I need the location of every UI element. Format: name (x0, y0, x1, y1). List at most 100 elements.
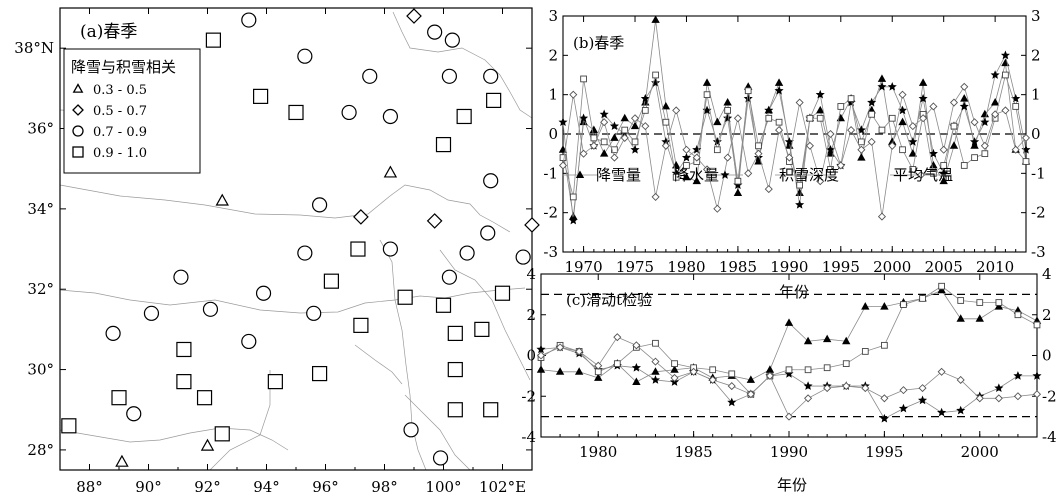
data-point-star (631, 362, 641, 372)
station-marker-square (486, 92, 502, 109)
data-point-diamond (575, 347, 584, 356)
data-point-star (743, 93, 753, 103)
data-point-star (1032, 371, 1042, 380)
data-point-triangle (774, 78, 784, 86)
data-point-diamond (975, 394, 984, 403)
legend-label: 积雪深度 (779, 166, 839, 184)
legend-label: 0.3 - 0.5 (93, 83, 147, 98)
data-point-diamond (816, 177, 825, 186)
panel-c-label: (c)滑动t检验 (566, 291, 652, 309)
data-point-diamond (970, 118, 979, 127)
data-point-triangle (746, 375, 756, 383)
station-marker-square (61, 418, 77, 434)
station-marker-square (323, 273, 339, 289)
series-line-triangle (562, 19, 1027, 217)
data-point-diamond (899, 386, 908, 395)
data-point-diamond (641, 122, 650, 131)
data-point-star (970, 137, 980, 146)
data-point-star (774, 85, 784, 95)
data-point-diamond (630, 114, 640, 123)
data-point-diamond (556, 343, 565, 352)
data-point-triangle (610, 133, 619, 141)
station-marker-square (447, 361, 463, 378)
station-marker-square (397, 289, 413, 305)
data-point-diamond (1013, 392, 1022, 401)
x-tick-label: 92° (194, 478, 221, 496)
x-tick-label: 102°E (479, 478, 526, 496)
station-marker-square (456, 108, 472, 125)
x-tick-label: 90° (135, 478, 162, 496)
data-point-square (652, 71, 659, 79)
data-point-triangle (803, 336, 813, 345)
data-point-diamond (703, 165, 712, 174)
data-point-triangle (975, 314, 984, 322)
x-tick-label: 1995 (822, 258, 860, 276)
data-point-star (980, 117, 990, 127)
data-point-diamond (733, 114, 742, 123)
data-point-triangle (994, 302, 1004, 310)
data-point-star (959, 101, 969, 111)
y-tick-label-left: 0 (548, 125, 558, 143)
station-marker-triangle (215, 193, 229, 206)
data-point-diamond (785, 153, 794, 162)
y-tick-label-right: 3 (1031, 7, 1041, 25)
data-point-diamond (713, 204, 722, 213)
station-marker-square (111, 390, 127, 406)
panel-a-axes: 88° 90° 92° 94° 96° 98° 100° 102°E 28° 30° 32° 34° 3… (14, 7, 533, 496)
data-point-square (652, 339, 659, 347)
data-point-triangle (651, 15, 660, 23)
x-tick-label: 1990 (770, 443, 808, 461)
data-point-diamond (727, 382, 736, 391)
legend-label: 0.9 - 1.0 (93, 146, 147, 161)
data-point-diamond (651, 192, 660, 201)
data-point-star (825, 144, 836, 154)
data-point-diamond (1001, 106, 1010, 115)
data-point-triangle (723, 98, 732, 106)
data-point-diamond (620, 133, 629, 142)
data-point-square (703, 91, 711, 99)
station-marker-square (350, 241, 366, 257)
data-point-triangle (877, 74, 887, 82)
legend-label: 平均气温 (893, 166, 953, 184)
panel-a-legend: 降雪与积雪相关 0.3 - 0.5 0.5 - 0.7 0.7 - 0.9 0.9 -… (63, 48, 201, 174)
station-marker-diamond (406, 8, 422, 24)
data-point-star (650, 375, 661, 384)
data-point-square (796, 181, 803, 189)
series-line-diamond (562, 85, 1027, 217)
data-point-diamond (764, 185, 773, 194)
data-point-diamond (600, 118, 609, 127)
x-tick-label: 1985 (719, 258, 757, 276)
data-point-diamond (861, 384, 870, 393)
data-point-square (900, 301, 907, 308)
data-point-star (887, 82, 897, 91)
y-tick-label-right: 4 (1042, 265, 1052, 283)
data-point-diamond (877, 212, 886, 221)
data-point-diamond (994, 394, 1003, 403)
y-tick-label: 38°N (14, 39, 54, 57)
data-point-diamond (723, 153, 732, 162)
station-marker-circle (403, 422, 419, 438)
data-point-square (613, 360, 621, 368)
data-point-square (713, 146, 721, 154)
data-point-diamond (898, 90, 907, 99)
data-point-triangle (733, 188, 743, 196)
x-tick-label: 1990 (770, 258, 808, 276)
station-marker-circle (382, 241, 398, 257)
data-point-star (579, 113, 589, 123)
y-tick-label-right: 2 (1031, 46, 1041, 64)
data-point-diamond (589, 141, 598, 150)
station-marker-triangle (383, 165, 398, 178)
data-point-star (630, 144, 640, 154)
x-tick-label: 1975 (616, 258, 654, 276)
data-point-diamond (823, 384, 832, 393)
data-point-diamond (651, 357, 660, 366)
data-point-star (764, 105, 774, 115)
data-point-diamond (1032, 390, 1042, 399)
data-point-square (559, 154, 567, 161)
data-point-triangle (842, 336, 851, 345)
data-point-star (877, 82, 887, 91)
data-point-diamond (689, 367, 698, 376)
station-marker-circle (382, 108, 398, 125)
data-point-triangle (670, 365, 679, 373)
data-point-diamond (842, 382, 851, 391)
